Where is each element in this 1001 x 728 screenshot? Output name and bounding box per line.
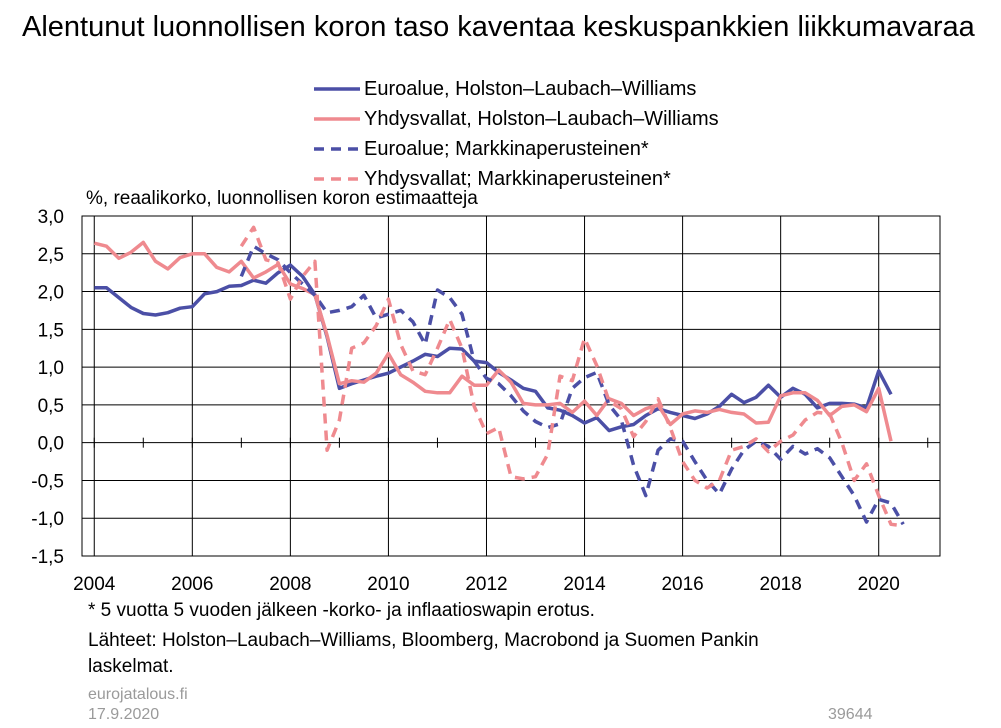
x-tick-label: 2016 xyxy=(661,574,703,595)
sources-line-2: laskelmat. xyxy=(88,656,174,677)
x-tick-label: 2018 xyxy=(760,574,802,595)
x-tick-label: 2006 xyxy=(171,574,213,595)
tick-labels: 3,0 2,5 2,0 1,5 1,0 0,5 0,0 -0,5 -1,0 -1,5 2004 200… xyxy=(31,207,900,595)
y-tick-label: 2,5 xyxy=(38,245,64,266)
x-tick-label: 2012 xyxy=(465,574,507,595)
y-tick-label: 1,0 xyxy=(38,358,64,379)
axes xyxy=(81,215,941,557)
y-tick-label: 1,5 xyxy=(38,320,64,341)
legend-swatch-us-hlw xyxy=(314,117,360,121)
series-line-0 xyxy=(94,263,893,433)
footnote: * 5 vuotta 5 vuoden jälkeen -korko- ja i… xyxy=(88,600,595,621)
x-tick-label: 2020 xyxy=(858,574,900,595)
series-line-1 xyxy=(93,240,893,442)
y-tick-label: -1,0 xyxy=(31,509,64,530)
y-tick-label: 0,5 xyxy=(38,396,64,417)
x-tick-label: 2014 xyxy=(563,574,606,595)
y-tick-label: -0,5 xyxy=(31,471,64,492)
publish-date: 17.9.2020 xyxy=(88,706,160,723)
x-tick-label: 2004 xyxy=(73,574,116,595)
chart-code: 39644 xyxy=(828,706,873,723)
sources-line-1: Lähteet: Holston–Laubach–Williams, Bloom… xyxy=(88,630,759,651)
legend-label-us-market: Yhdysvallat; Markkinaperusteinen* xyxy=(364,168,671,190)
y-axis-label: %, reaalikorko, luonnollisen koron estim… xyxy=(86,188,478,209)
legend-label-us-hlw: Yhdysvallat, Holston–Laubach–Williams xyxy=(364,108,719,130)
y-tick-label: -1,5 xyxy=(31,547,64,568)
legend-label-euro-hlw: Euroalue, Holston–Laubach–Williams xyxy=(364,78,697,100)
y-tick-label: 3,0 xyxy=(38,207,64,228)
legend-swatch-euro-hlw xyxy=(314,87,360,91)
legend-label-euro-market: Euroalue; Markkinaperusteinen* xyxy=(364,138,649,160)
chart-title: Alentunut luonnollisen koron taso kavent… xyxy=(22,11,975,43)
x-tick-label: 2010 xyxy=(367,574,409,595)
legend-swatch-us-market xyxy=(314,177,360,181)
series-lines xyxy=(93,225,905,528)
y-tick-label: 0,0 xyxy=(38,434,64,455)
site-name: eurojatalous.fi xyxy=(88,686,188,703)
x-tick-label: 2008 xyxy=(269,574,311,595)
grid xyxy=(82,215,940,557)
y-tick-label: 2,0 xyxy=(38,283,64,304)
legend-swatch-euro-market xyxy=(314,147,360,151)
series-line-3 xyxy=(239,225,904,528)
plot-frame xyxy=(81,215,941,557)
series-line-2 xyxy=(239,244,905,526)
